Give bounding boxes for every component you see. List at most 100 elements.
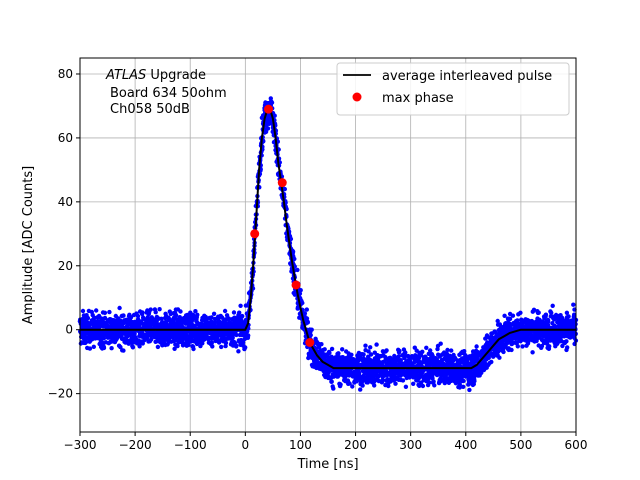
sample-point-961: [210, 344, 215, 349]
sample-point-954: [209, 315, 214, 320]
sample-point-3075: [501, 349, 506, 355]
sample-point-1674: [308, 332, 313, 338]
sample-point-1054: [222, 308, 228, 314]
sample-point-1394: [269, 100, 275, 105]
sample-point-1829: [329, 379, 334, 384]
sample-point-2489: [420, 383, 426, 389]
sample-point-230: [109, 346, 114, 351]
sample-point-2059: [361, 352, 366, 357]
sample-point-2318: [397, 348, 402, 354]
sample-point-2515: [424, 345, 429, 350]
sample-point-23: [80, 308, 86, 314]
sample-point-838: [193, 309, 198, 314]
sample-point-294: [118, 344, 123, 350]
sample-point-516: [149, 337, 154, 342]
sample-point-1603: [298, 288, 303, 293]
legend-marker-max-phase: [352, 92, 362, 102]
max-phase-point-4: [305, 337, 315, 347]
sample-point-3383: [543, 312, 549, 317]
max-phase-point-2: [277, 178, 287, 188]
sample-point-1876: [336, 351, 341, 356]
annotation-line2: Board 634 50ohm: [110, 86, 227, 101]
sample-point-1069: [224, 313, 230, 318]
x-axis-label: Time [ns]: [296, 457, 358, 472]
max-phase-point-3: [291, 280, 301, 290]
sample-point-2152: [374, 342, 379, 347]
sample-point-3045: [497, 355, 502, 360]
sample-point-2291: [393, 381, 398, 386]
sample-point-1976: [350, 384, 355, 389]
sample-point-317: [121, 313, 126, 318]
sample-point-433: [137, 344, 142, 349]
sample-point-1752: [319, 342, 324, 347]
x-tick-label-9: 600: [565, 438, 588, 452]
annotation-line3: Ch058 50dB: [110, 102, 190, 117]
sample-point-1167: [238, 303, 243, 308]
sample-point-975: [211, 311, 217, 316]
sample-point-3530: [564, 339, 569, 344]
sample-point-1893: [338, 382, 343, 387]
sample-point-118: [94, 308, 99, 313]
sample-point-2572: [432, 383, 437, 388]
sample-point-2034: [358, 387, 363, 392]
legend-label-max-phase: max phase: [382, 91, 454, 106]
sample-point-2619: [438, 341, 443, 346]
x-tick-label-5: 200: [344, 438, 367, 452]
sample-point-2797: [463, 353, 468, 358]
annotation-italic: ATLAS: [105, 68, 146, 83]
sample-point-421: [135, 313, 141, 319]
sample-point-566: [155, 344, 161, 350]
sample-point-1156: [237, 310, 242, 315]
sample-point-3536: [565, 345, 570, 350]
sample-point-2419: [411, 381, 416, 386]
sample-point-3212: [520, 344, 525, 349]
sample-point-2566: [431, 379, 436, 384]
sample-point-2783: [461, 384, 466, 389]
sample-point-289: [117, 305, 122, 311]
sample-point-1647: [304, 307, 309, 312]
sample-point-3421: [549, 310, 554, 315]
max-phase-point-0: [250, 229, 260, 239]
annotation-line1-rest: Upgrade: [146, 68, 206, 83]
sample-point-1810: [327, 350, 332, 356]
sample-point-3287: [530, 350, 535, 355]
sample-point-1654: [305, 320, 310, 325]
sample-point-455: [140, 310, 145, 315]
sample-point-687: [172, 346, 177, 351]
y-tick-label-4: 60: [58, 131, 73, 145]
sample-point-2878: [474, 344, 479, 349]
sample-point-314: [121, 348, 126, 353]
sample-point-1060: [223, 340, 229, 346]
sample-point-3406: [547, 344, 552, 349]
sample-point-1971: [349, 352, 354, 357]
sample-point-1151: [236, 349, 241, 354]
sample-point-2863: [472, 378, 477, 384]
sample-point-3179: [515, 344, 520, 349]
sample-point-3399: [545, 319, 551, 324]
x-tick-label-4: 100: [289, 438, 312, 452]
sample-point-2345: [400, 378, 406, 383]
sample-point-73: [87, 346, 93, 351]
sample-point-1137: [234, 332, 239, 338]
sample-point-2827: [467, 387, 472, 393]
sample-point-789: [186, 342, 191, 348]
sample-point-514: [148, 307, 153, 312]
sample-point-1579: [295, 267, 300, 273]
sample-point-1633: [302, 311, 308, 316]
sample-point-3330: [536, 310, 541, 315]
sample-point-1198: [243, 345, 248, 350]
sample-point-1118: [231, 310, 237, 315]
sample-point-1057: [223, 343, 228, 349]
sample-point-2226: [384, 348, 389, 353]
x-tick-label-6: 300: [399, 438, 422, 452]
sample-point-1365: [265, 126, 271, 131]
sample-point-550: [153, 310, 158, 315]
svg-text:ATLAS Upgrade: ATLAS Upgrade: [105, 68, 206, 83]
sample-point-1777: [322, 347, 327, 352]
legend: average interleaved pulse max phase: [336, 62, 570, 116]
legend-label-average: average interleaved pulse: [382, 69, 552, 84]
sample-point-2136: [372, 383, 377, 388]
sample-point-2052: [360, 383, 365, 388]
sample-point-100: [91, 344, 97, 349]
